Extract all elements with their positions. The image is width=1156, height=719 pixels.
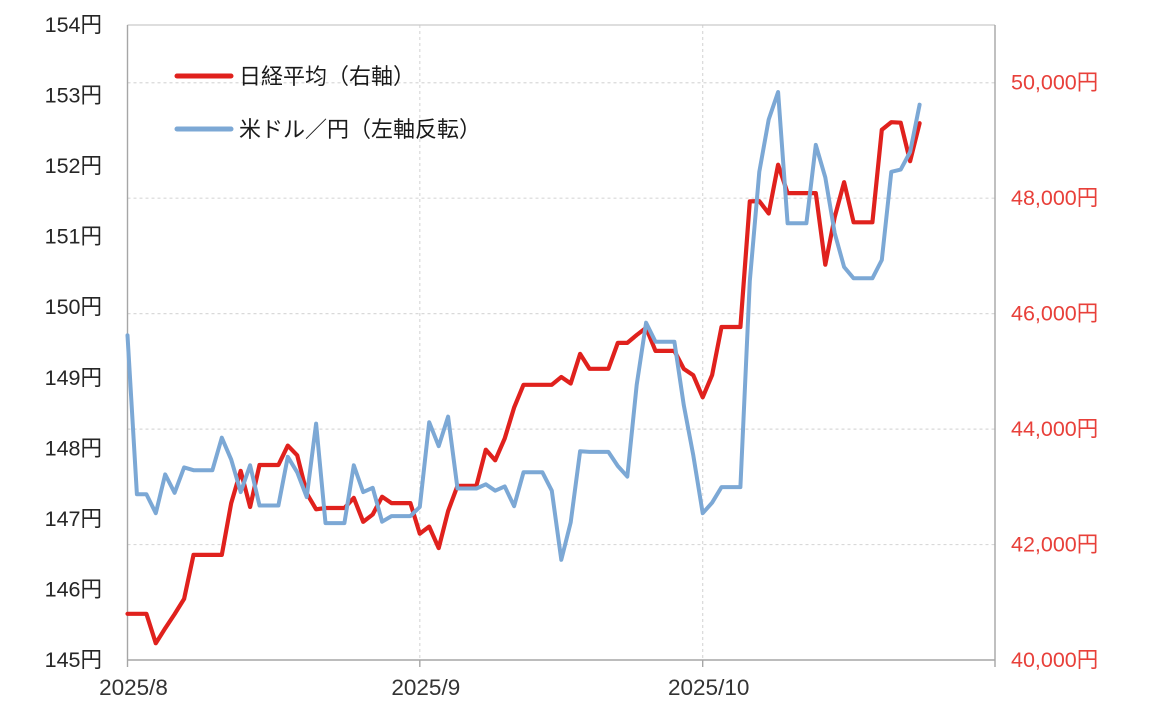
gridlines bbox=[127, 25, 995, 660]
y-right-tick-label: 48,000円 bbox=[1011, 186, 1098, 210]
y-right-tick-label: 40,000円 bbox=[1011, 648, 1098, 672]
y-left-tick-label: 146円 bbox=[45, 577, 102, 601]
y-left-tick-label: 149円 bbox=[45, 366, 102, 390]
y-left-tick-label: 151円 bbox=[45, 225, 102, 249]
y-left-tick-label: 147円 bbox=[45, 507, 102, 531]
legend-label-nikkei: 日経平均（右軸） bbox=[239, 64, 415, 89]
y-right-tick-label: 50,000円 bbox=[1011, 71, 1098, 95]
plot-frame bbox=[126, 24, 996, 667]
x-tick-label: 2025/10 bbox=[668, 675, 749, 700]
y-left-tick-label: 154円 bbox=[45, 13, 102, 37]
nikkei-line bbox=[125, 120, 922, 646]
y-left-tick-label: 152円 bbox=[45, 154, 102, 178]
y-left-tick-label: 148円 bbox=[45, 436, 102, 460]
y-left-tick-label: 153円 bbox=[45, 84, 102, 108]
y-left-tick-label: 145円 bbox=[45, 648, 102, 672]
y-right-tick-label: 44,000円 bbox=[1011, 417, 1098, 441]
legend-label-usdjpy: 米ドル／円（左軸反転） bbox=[239, 117, 481, 142]
x-tick-label: 2025/9 bbox=[391, 675, 460, 700]
x-tick-label: 2025/8 bbox=[99, 675, 168, 700]
legend: 日経平均（右軸） 米ドル／円（左軸反転） bbox=[174, 64, 481, 142]
y-left-tick-label: 150円 bbox=[45, 295, 102, 319]
y-right-tick-label: 46,000円 bbox=[1011, 302, 1098, 326]
series-lines bbox=[125, 90, 922, 646]
axis-labels: 145円 146円 147円 148円 149円 150円 151円 152円 153円 154円… bbox=[45, 13, 1099, 700]
usdjpy-line bbox=[125, 90, 922, 562]
y-right-tick-label: 42,000円 bbox=[1011, 533, 1098, 557]
